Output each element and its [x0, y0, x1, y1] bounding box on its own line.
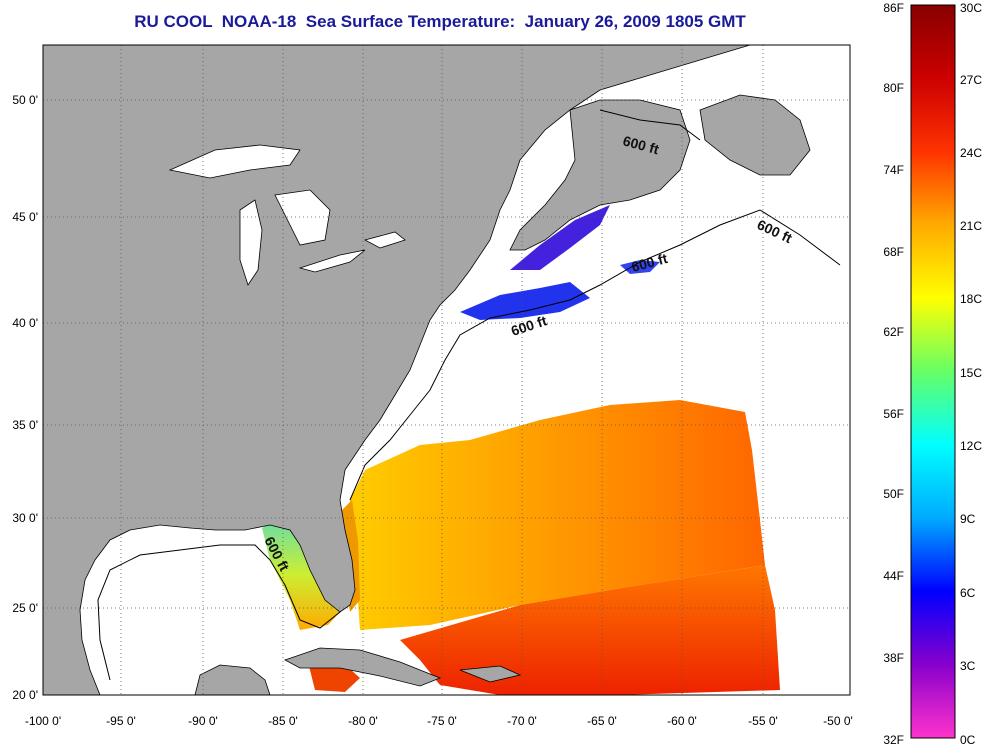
- lon-tick-label: -75 0': [427, 714, 457, 728]
- yucatan: [194, 664, 271, 695]
- colorbar-c-label: 3C: [960, 659, 976, 673]
- longitude-axis: -100 0' -95 0' -90 0' -85 0' -80 0' -75 …: [25, 714, 853, 728]
- lat-tick-label: 40 0': [12, 316, 38, 330]
- lake-huron: [274, 189, 331, 246]
- lon-tick-label: -100 0': [25, 714, 61, 728]
- land: [43, 45, 811, 695]
- colorbar-f-label: 62F: [883, 325, 904, 339]
- sst-nova-scotia: [510, 205, 610, 270]
- lon-tick-label: -85 0': [268, 714, 298, 728]
- lake-michigan: [239, 199, 263, 286]
- canada-maritimes: [509, 99, 691, 251]
- colorbar-c-label: 12C: [960, 439, 982, 453]
- colorbar-c-label: 0C: [960, 733, 976, 747]
- lon-tick-label: -65 0': [587, 714, 617, 728]
- colorbar-c-label: 9C: [960, 512, 976, 526]
- lat-tick-label: 50 0': [12, 93, 38, 107]
- colorbar-f-label: 50F: [883, 487, 904, 501]
- colorbar-f-label: 80F: [883, 81, 904, 95]
- lon-tick-label: -55 0': [748, 714, 778, 728]
- newfoundland: [699, 94, 811, 176]
- colorbar-f-label: 38F: [883, 651, 904, 665]
- hispaniola: [459, 665, 522, 683]
- sst-atlantic-north: [350, 400, 765, 630]
- contour-gulf: [97, 544, 341, 681]
- colorbar-fahrenheit-labels: 86F 80F 74F 68F 62F 56F 50F 44F 38F 32F: [883, 1, 904, 747]
- lat-tick-label: 30 0': [12, 511, 38, 525]
- colorbar: 86F 80F 74F 68F 62F 56F 50F 44F 38F 32F …: [883, 1, 982, 747]
- depth-contours: [97, 109, 841, 681]
- colorbar-c-label: 18C: [960, 292, 982, 306]
- great-lakes: [168, 144, 406, 286]
- colorbar-c-label: 6C: [960, 586, 976, 600]
- sst-sable: [620, 260, 660, 274]
- colorbar-c-label: 24C: [960, 146, 982, 160]
- colorbar-f-label: 56F: [883, 407, 904, 421]
- plot-frame: [42, 44, 851, 696]
- lon-tick-label: -50 0': [823, 714, 853, 728]
- lake-erie: [298, 249, 366, 273]
- colorbar-c-label: 15C: [960, 366, 982, 380]
- lon-tick-label: -95 0': [106, 714, 136, 728]
- colorbar-c-label: 27C: [960, 73, 982, 87]
- colorbar-f-label: 32F: [883, 733, 904, 747]
- lake-superior: [168, 144, 301, 179]
- sst-atlantic-south: [400, 565, 780, 695]
- lat-tick-label: 35 0': [12, 418, 38, 432]
- lake-ontario: [363, 231, 406, 249]
- latitude-axis: 50 0' 45 0' 40 0' 35 0' 30 0' 25 0' 20 0…: [12, 93, 38, 702]
- sst-data: [262, 205, 780, 695]
- lon-tick-label: -90 0': [188, 714, 218, 728]
- contour-east-coast: [349, 209, 841, 501]
- lon-tick-label: -80 0': [348, 714, 378, 728]
- colorbar-c-label: 21C: [960, 219, 982, 233]
- lon-tick-label: -60 0': [667, 714, 697, 728]
- map-title: RU COOL NOAA-18 Sea Surface Temperature:…: [134, 12, 746, 31]
- colorbar-f-label: 68F: [883, 245, 904, 259]
- lat-tick-label: 25 0': [12, 601, 38, 615]
- contour-st-lawrence: [599, 109, 701, 141]
- colorbar-scale: [910, 4, 956, 739]
- sst-gulf-of-maine: [460, 282, 590, 320]
- cuba: [284, 647, 442, 687]
- lat-tick-label: 45 0': [12, 210, 38, 224]
- lat-tick-label: 20 0': [12, 688, 38, 702]
- lon-tick-label: -70 0': [507, 714, 537, 728]
- colorbar-celsius-labels: 30C 27C 24C 21C 18C 15C 12C 9C 6C 3C 0C: [960, 1, 982, 747]
- colorbar-f-label: 44F: [883, 569, 904, 583]
- colorbar-f-label: 86F: [883, 1, 904, 15]
- graticule: [43, 45, 850, 695]
- colorbar-f-label: 74F: [883, 163, 904, 177]
- north-america-land: [43, 45, 751, 695]
- colorbar-c-label: 30C: [960, 1, 982, 15]
